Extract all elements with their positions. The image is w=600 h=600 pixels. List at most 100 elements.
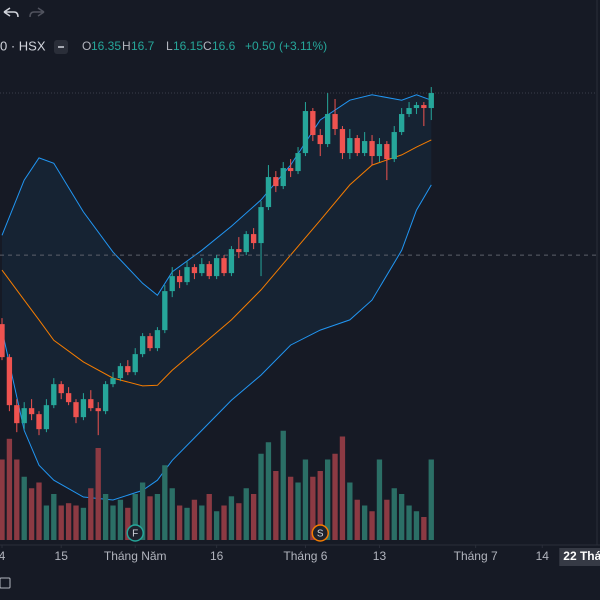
crosshair-label: 22 Tháng xyxy=(563,549,600,563)
volume-bar xyxy=(28,488,35,540)
x-tick-label: 13 xyxy=(373,549,387,563)
candle-body xyxy=(95,408,101,412)
candle-body xyxy=(310,111,316,136)
volume-bar xyxy=(14,459,20,540)
candle-body xyxy=(176,276,183,283)
candle-body xyxy=(43,405,50,430)
candle-body xyxy=(243,234,249,253)
change: +0.50 xyxy=(245,39,276,53)
event-label: F xyxy=(132,529,138,540)
volume-bar xyxy=(295,482,301,540)
calendar-icon[interactable] xyxy=(0,577,11,589)
band-fill xyxy=(2,94,432,501)
volume-bar xyxy=(361,505,368,540)
volume-bar xyxy=(413,511,420,540)
volume-bar xyxy=(265,442,272,540)
candle-body xyxy=(206,264,212,277)
volume-bar xyxy=(51,494,57,540)
candle-body xyxy=(258,207,264,244)
volume-bar xyxy=(88,488,94,540)
candle-body xyxy=(102,384,109,412)
volume-bar xyxy=(162,465,168,540)
candle-body xyxy=(14,405,20,424)
candle-body xyxy=(361,141,368,154)
crosshair-label-box xyxy=(559,548,600,566)
high-label: H xyxy=(122,39,131,53)
volume-bar xyxy=(317,471,323,540)
candle-body xyxy=(139,336,146,355)
candle-body xyxy=(162,291,168,331)
undo-icon[interactable] xyxy=(3,7,19,18)
volume-bar xyxy=(176,505,183,540)
volume-bar xyxy=(236,503,242,540)
x-tick-label: Tháng Năm xyxy=(104,549,167,563)
candle-body xyxy=(228,249,235,274)
volume-bar xyxy=(169,488,175,540)
volume-bar xyxy=(391,488,397,540)
volume-bar xyxy=(132,494,138,540)
volume-bar xyxy=(310,476,316,540)
volume-bar xyxy=(154,494,161,540)
redo-icon[interactable] xyxy=(29,7,45,18)
volume-bar xyxy=(332,453,338,540)
volume-bar xyxy=(21,476,27,540)
volume-bar xyxy=(58,505,64,540)
change-percent: (+3.11%) xyxy=(279,39,327,53)
open-value: 16.35 xyxy=(91,39,121,53)
middle-band xyxy=(1,139,432,387)
x-tick-label: 14 xyxy=(536,549,550,563)
volume-bar xyxy=(421,517,427,540)
volume-bar xyxy=(147,496,153,540)
candle-body xyxy=(280,168,286,187)
volume-bar xyxy=(280,430,286,540)
x-tick-label: 4 xyxy=(0,549,6,563)
volume-bar xyxy=(273,471,279,540)
candle-body xyxy=(384,144,390,160)
volume-bar xyxy=(428,459,434,540)
volume-bar xyxy=(206,494,212,540)
volume-bar xyxy=(250,494,257,540)
symbol: 0 · HSX xyxy=(0,38,46,53)
event-marker xyxy=(126,524,144,542)
volume-bar xyxy=(125,507,131,540)
upper-band xyxy=(1,94,432,297)
candle-body xyxy=(0,324,5,358)
low-value: 16.15 xyxy=(173,39,203,53)
candle-body xyxy=(376,144,383,157)
candle-body xyxy=(147,336,153,349)
volume-bar xyxy=(324,459,331,540)
volume-bar xyxy=(95,448,101,540)
volume-bar xyxy=(258,453,264,540)
candle-body xyxy=(406,108,412,115)
volume-bar xyxy=(191,499,198,540)
volume-bar xyxy=(243,488,249,540)
candle-body xyxy=(110,378,116,385)
candle-body xyxy=(236,249,242,253)
event-label: S xyxy=(317,529,324,540)
x-tick-label: 15 xyxy=(55,549,69,563)
volume-bar xyxy=(354,499,360,540)
candle-body xyxy=(125,366,131,373)
volume-bar xyxy=(80,507,87,540)
close-label: C xyxy=(203,39,212,53)
candle-body xyxy=(65,393,72,403)
volume-bar xyxy=(221,505,227,540)
candle-body xyxy=(28,408,35,415)
volume-bar xyxy=(199,505,205,540)
candle-body xyxy=(58,384,64,394)
candle-body xyxy=(132,354,138,373)
candle-body xyxy=(391,132,397,160)
volume-bar xyxy=(213,511,220,540)
candle-body xyxy=(339,129,346,154)
volume-bar xyxy=(339,436,346,540)
volume-bar xyxy=(384,499,390,540)
candle-body xyxy=(36,414,42,430)
volume-bar xyxy=(73,505,79,540)
candle-body xyxy=(265,177,272,208)
volume-bar xyxy=(36,482,42,540)
candle-body xyxy=(428,93,434,109)
candle-body xyxy=(169,276,175,292)
volume-bar xyxy=(369,511,375,540)
